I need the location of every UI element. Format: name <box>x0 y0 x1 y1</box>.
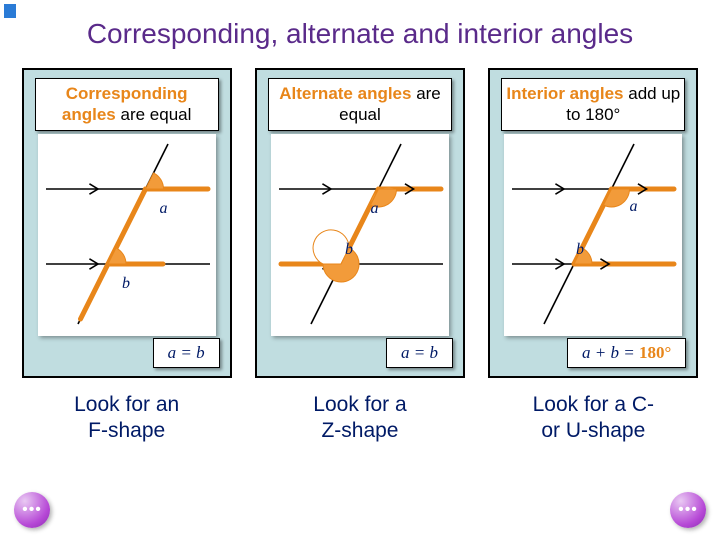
svg-text:a: a <box>630 198 638 215</box>
panel-caption: Look for anF-shape <box>74 392 179 445</box>
diagram: ab <box>38 134 216 336</box>
svg-text:b: b <box>576 241 584 258</box>
svg-text:b: b <box>345 241 353 258</box>
panel-frame: Interior angles add up to 180° ab a + b … <box>488 68 698 378</box>
panel-caption: Look for a C-or U-shape <box>533 392 654 445</box>
formula: a = b <box>153 338 220 368</box>
diagram: ab <box>271 134 449 336</box>
page-title: Corresponding, alternate and interior an… <box>0 0 720 50</box>
header-highlight: Interior angles <box>506 84 623 103</box>
panel-header: Alternate angles are equal <box>268 78 452 131</box>
prev-button[interactable]: ••• <box>14 492 50 528</box>
diagram: ab <box>504 134 682 336</box>
app-icon <box>4 4 16 18</box>
panel-frame: Corresponding angles are equal ab a = b <box>22 68 232 378</box>
svg-text:a: a <box>370 200 378 217</box>
svg-text:b: b <box>122 275 130 292</box>
panel-1: Alternate angles are equal ab a = b Look… <box>251 68 468 445</box>
formula: a + b = 180° <box>567 338 686 368</box>
header-highlight: Alternate angles <box>279 84 411 103</box>
panel-frame: Alternate angles are equal ab a = b <box>255 68 465 378</box>
panel-header: Interior angles add up to 180° <box>501 78 685 131</box>
panel-2: Interior angles add up to 180° ab a + b … <box>485 68 702 445</box>
next-button[interactable]: ••• <box>670 492 706 528</box>
svg-text:a: a <box>159 200 167 217</box>
panel-caption: Look for aZ-shape <box>313 392 406 445</box>
header-rest: are equal <box>116 105 192 124</box>
panel-0: Corresponding angles are equal ab a = b … <box>18 68 235 445</box>
panel-header: Corresponding angles are equal <box>35 78 219 131</box>
formula: a = b <box>386 338 453 368</box>
panels-row: Corresponding angles are equal ab a = b … <box>0 68 720 445</box>
